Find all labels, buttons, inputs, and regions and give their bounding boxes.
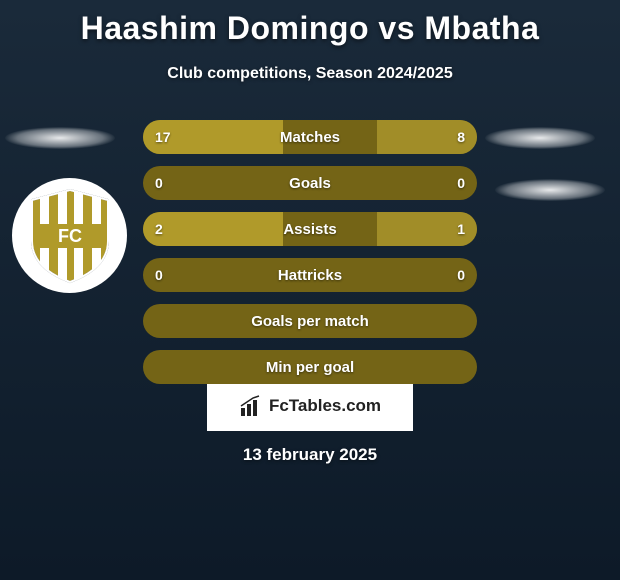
stat-label: Assists [283, 221, 336, 238]
stat-label: Goals [289, 175, 331, 192]
stat-label: Hattricks [278, 267, 342, 284]
stat-label: Min per goal [266, 359, 354, 376]
stat-row: Goals per match [143, 304, 477, 338]
stat-left-value: 0 [155, 267, 163, 283]
date-label: 13 february 2025 [0, 445, 620, 465]
stat-row: 17 8 Matches [143, 120, 477, 154]
player-shadow-left-1 [5, 127, 115, 149]
stat-right-value: 0 [457, 175, 465, 191]
stat-left-value: 2 [155, 221, 163, 237]
stat-right-value: 0 [457, 267, 465, 283]
subtitle: Club competitions, Season 2024/2025 [0, 65, 620, 83]
club-badge-left: FC [12, 178, 127, 293]
player-shadow-right-2 [495, 179, 605, 201]
stat-row: Min per goal [143, 350, 477, 384]
page-title: Haashim Domingo vs Mbatha [0, 0, 620, 47]
stat-label: Matches [280, 129, 340, 146]
club-badge-icon: FC [20, 186, 120, 286]
stat-left-value: 0 [155, 175, 163, 191]
stat-label: Goals per match [251, 313, 369, 330]
stat-right-value: 1 [457, 221, 465, 237]
fctables-label: FcTables.com [269, 396, 381, 416]
stat-right-value: 8 [457, 129, 465, 145]
stat-bar-left [143, 212, 283, 246]
stat-left-value: 17 [155, 129, 171, 145]
stat-row: 0 0 Goals [143, 166, 477, 200]
svg-text:FC: FC [58, 226, 82, 246]
stat-row: 0 0 Hattricks [143, 258, 477, 292]
chart-icon [239, 394, 263, 418]
stat-row: 2 1 Assists [143, 212, 477, 246]
player-shadow-right-1 [485, 127, 595, 149]
